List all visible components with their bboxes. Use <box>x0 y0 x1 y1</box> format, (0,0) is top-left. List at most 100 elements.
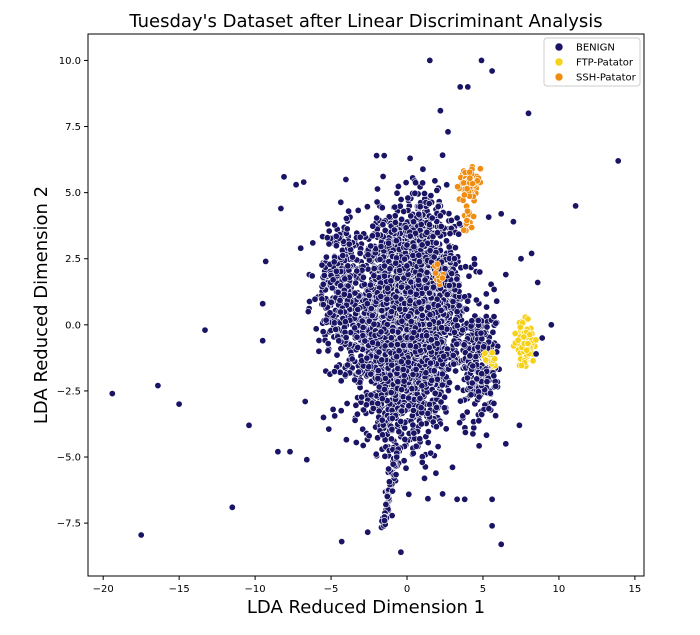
point-benign <box>410 243 418 251</box>
point-benign <box>339 252 347 260</box>
point-benign <box>332 325 340 333</box>
point-benign <box>336 296 344 304</box>
point-benign <box>361 337 369 345</box>
point-benign <box>466 352 474 360</box>
point-benign <box>391 203 399 211</box>
point-benign <box>440 352 448 360</box>
point-benign <box>367 391 375 399</box>
point-benign <box>416 435 424 443</box>
point-benign <box>415 298 423 306</box>
point-benign <box>337 377 345 385</box>
point-benign <box>453 275 461 283</box>
point-benign <box>398 386 406 394</box>
point-benign <box>324 340 332 348</box>
point-benign <box>401 435 409 443</box>
point-benign <box>429 283 437 291</box>
point-benign <box>353 410 361 418</box>
point-benign <box>463 374 471 382</box>
point-benign <box>353 333 361 341</box>
point-benign <box>439 490 447 498</box>
point-benign <box>411 189 419 197</box>
point-benign <box>378 307 386 315</box>
point-benign <box>410 218 418 226</box>
point-benign <box>345 207 353 215</box>
point-benign <box>433 339 441 347</box>
point-benign <box>475 442 483 450</box>
point-benign <box>417 420 425 428</box>
point-benign <box>438 370 446 378</box>
point-benign <box>492 382 500 390</box>
point-benign <box>436 212 444 220</box>
point-benign <box>416 203 424 211</box>
point-benign <box>482 290 490 298</box>
point-benign <box>437 222 445 230</box>
point-benign <box>392 259 400 267</box>
point-benign <box>405 490 413 498</box>
point-benign <box>425 289 433 297</box>
point-benign <box>344 361 352 369</box>
point-benign <box>394 378 402 386</box>
point-benign <box>333 351 341 359</box>
point-benign <box>367 370 375 378</box>
point-benign <box>354 305 362 313</box>
point-benign <box>363 354 371 362</box>
point-benign <box>416 394 424 402</box>
point-benign <box>405 402 413 410</box>
point-benign <box>386 265 394 273</box>
point-benign <box>348 253 356 261</box>
point-benign <box>364 528 372 536</box>
chart-title: Tuesday's Dataset after Linear Discrimin… <box>128 11 602 32</box>
point-benign <box>358 317 366 325</box>
point-benign <box>392 293 400 301</box>
point-benign <box>308 272 316 280</box>
point-benign <box>377 292 385 300</box>
point-benign <box>380 517 388 525</box>
point-benign <box>425 400 433 408</box>
point-benign <box>410 328 418 336</box>
point-benign <box>448 270 456 278</box>
point-benign <box>388 425 396 433</box>
point-benign <box>453 308 461 316</box>
point-benign <box>482 431 490 439</box>
point-benign <box>449 298 457 306</box>
point-benign <box>403 262 411 270</box>
point-benign <box>372 450 380 458</box>
point-benign <box>312 325 320 333</box>
point-benign <box>392 471 400 479</box>
point-benign <box>462 263 470 271</box>
point-benign <box>322 253 330 261</box>
point-benign <box>374 374 382 382</box>
point-benign <box>483 323 491 331</box>
point-benign <box>382 500 390 508</box>
point-benign <box>450 328 458 336</box>
point-benign <box>390 226 398 234</box>
point-benign <box>427 336 435 344</box>
point-benign <box>383 295 391 303</box>
point-benign <box>320 271 328 279</box>
point-benign <box>340 290 348 298</box>
point-benign <box>428 214 436 222</box>
point-benign <box>433 403 441 411</box>
point-benign <box>451 244 459 252</box>
point-benign <box>385 478 393 486</box>
point-benign <box>450 360 458 368</box>
point-benign <box>464 297 472 305</box>
point-benign <box>426 247 434 255</box>
point-benign <box>400 377 408 385</box>
point-benign <box>369 339 377 347</box>
point-benign <box>418 311 426 319</box>
point-benign <box>379 173 387 181</box>
point-benign <box>342 436 350 444</box>
point-benign <box>393 340 401 348</box>
point-benign <box>475 417 483 425</box>
point-benign <box>410 429 418 437</box>
point-benign <box>412 365 420 373</box>
point-benign <box>398 317 406 325</box>
point-benign <box>407 288 415 296</box>
point-benign <box>417 404 425 412</box>
point-benign <box>311 295 319 303</box>
point-benign <box>325 240 333 248</box>
point-benign <box>421 276 429 284</box>
point-benign <box>412 179 420 187</box>
point-benign <box>378 204 386 212</box>
